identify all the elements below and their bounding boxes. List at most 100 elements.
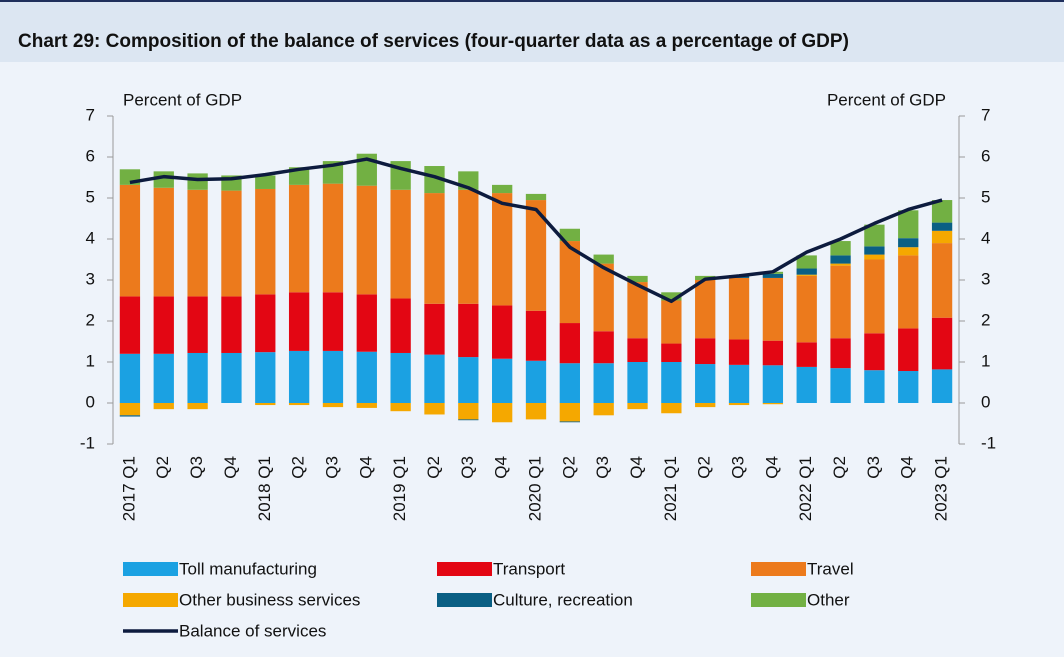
bar-segment: [255, 294, 276, 353]
bar-segment: [119, 353, 141, 403]
bar-segment: [288, 292, 310, 351]
bar-segment: [661, 362, 682, 403]
bar-segment: [424, 193, 445, 304]
bar-segment: [559, 228, 580, 242]
bar-segment: [288, 403, 310, 406]
bar-segment: [864, 259, 885, 334]
bar-segment: [593, 254, 614, 264]
x-tick-label: 2023 Q1: [932, 456, 951, 521]
balance-line: [129, 157, 943, 304]
bar-segment: [221, 190, 242, 297]
bar-segment: [864, 254, 885, 260]
bar-segment: [864, 333, 885, 371]
bar-segment: [288, 184, 310, 293]
bar-segment: [864, 370, 885, 403]
bar-segment: [830, 265, 851, 339]
bar-segment: [931, 222, 953, 231]
bar-segment: [728, 364, 750, 403]
x-tick-label: Q2: [830, 456, 849, 479]
title-band: [0, 2, 1064, 62]
y2-tick-label: 1: [981, 351, 990, 370]
bar-segment: [931, 243, 953, 318]
x-tick-label: 2022 Q1: [796, 456, 815, 521]
bar-segment: [322, 292, 344, 351]
bar-segment: [255, 188, 276, 295]
bar-segment: [255, 352, 276, 403]
bar-segment: [119, 296, 141, 354]
bar-segment: [695, 338, 716, 365]
bar-segment: [221, 352, 242, 403]
x-tick-label: 2021 Q1: [661, 456, 680, 521]
bar-segment: [424, 303, 445, 355]
x-tick-label: Q3: [187, 456, 206, 479]
bar-segment: [627, 362, 648, 403]
y2-axis-label: Percent of GDP: [827, 90, 946, 109]
x-tick-label: Q4: [221, 456, 240, 479]
bar-segment: [458, 303, 479, 358]
bar-segment: [255, 175, 276, 189]
bar-segment: [525, 360, 547, 403]
bar-segment: [390, 189, 411, 299]
bar-segment: [593, 263, 614, 332]
bar-segment: [153, 403, 174, 410]
y2-tick-label: 7: [981, 105, 990, 124]
bar-segment: [525, 193, 547, 201]
y2-tick-label: 0: [981, 392, 990, 411]
bar-segment: [119, 184, 141, 297]
x-tick-label: 2019 Q1: [390, 456, 409, 521]
bar-segment: [661, 403, 682, 414]
x-tick-label: Q4: [627, 456, 646, 479]
x-tick-label: Q3: [593, 456, 612, 479]
bar-segment: [830, 368, 851, 403]
bar-segment: [931, 317, 953, 370]
bar-segment: [762, 403, 784, 405]
bar-segment: [255, 403, 276, 406]
bar-segment: [525, 200, 547, 311]
legend-label: Other: [807, 590, 850, 609]
bar-segment: [390, 403, 411, 412]
bar-segment: [559, 363, 580, 403]
bar-segment: [390, 352, 411, 403]
legend-swatch: [123, 593, 178, 607]
bar-segment: [728, 403, 750, 406]
legend-label: Toll manufacturing: [179, 559, 317, 578]
bar-segment: [728, 277, 750, 340]
y2-tick-label: 6: [981, 146, 990, 165]
y-tick-label: 2: [86, 310, 95, 329]
y-tick-label: 1: [86, 351, 95, 370]
bar-segment: [356, 185, 377, 295]
bar-segment: [931, 230, 953, 244]
bar-segment: [796, 342, 817, 367]
bar-segment: [458, 403, 479, 420]
bar-segment: [525, 310, 547, 361]
bar-segment: [931, 369, 953, 403]
bar-segment: [796, 274, 817, 276]
x-tick-label: Q4: [762, 456, 781, 479]
y-tick-label: 7: [86, 105, 95, 124]
legend-label: Other business services: [179, 590, 360, 609]
bar-segment: [492, 184, 513, 194]
bar-segment: [559, 241, 580, 324]
y2-tick-label: 5: [981, 187, 990, 206]
bar-segment: [356, 403, 377, 408]
bar-segment: [796, 268, 817, 275]
y-tick-label: -1: [80, 433, 95, 452]
bar-segment: [492, 358, 513, 403]
bar-segment: [525, 403, 547, 420]
bar-segment: [424, 166, 445, 194]
bar-segment: [898, 371, 919, 403]
bar-segment: [661, 300, 682, 344]
bar-segment: [898, 255, 919, 329]
x-tick-label: Q2: [559, 456, 578, 479]
bar-segment: [762, 277, 784, 341]
bar-segment: [458, 189, 479, 304]
bar-segment: [627, 338, 648, 362]
bar-segment: [796, 275, 817, 343]
bar-segment: [728, 339, 750, 365]
bar-segment: [762, 340, 784, 366]
bar-segment: [864, 224, 885, 247]
y2-tick-label: -1: [981, 433, 996, 452]
y-tick-label: 6: [86, 146, 95, 165]
bar-segment: [593, 363, 614, 403]
